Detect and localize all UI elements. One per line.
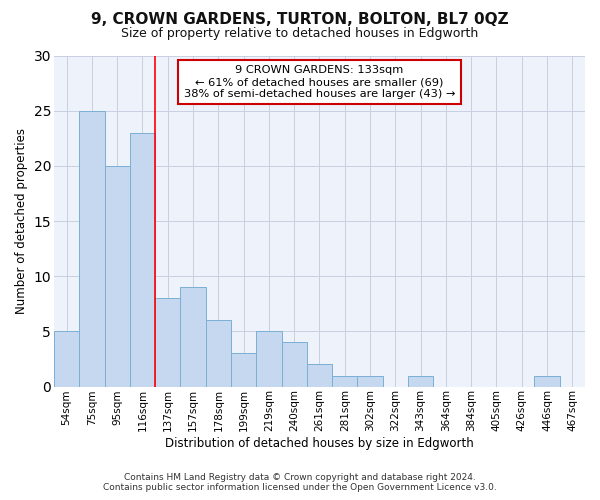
Bar <box>408 376 433 386</box>
Bar <box>358 376 383 386</box>
Bar <box>130 132 155 386</box>
Bar <box>332 376 358 386</box>
Bar <box>535 376 560 386</box>
Bar <box>104 166 130 386</box>
X-axis label: Distribution of detached houses by size in Edgworth: Distribution of detached houses by size … <box>165 437 474 450</box>
Bar <box>256 332 281 386</box>
Bar <box>181 287 206 386</box>
Bar <box>231 354 256 386</box>
Bar <box>206 320 231 386</box>
Bar <box>281 342 307 386</box>
Bar <box>79 110 104 386</box>
Bar <box>155 298 181 386</box>
Text: Contains HM Land Registry data © Crown copyright and database right 2024.
Contai: Contains HM Land Registry data © Crown c… <box>103 473 497 492</box>
Bar <box>307 364 332 386</box>
Text: Size of property relative to detached houses in Edgworth: Size of property relative to detached ho… <box>121 28 479 40</box>
Bar <box>54 332 79 386</box>
Text: 9, CROWN GARDENS, TURTON, BOLTON, BL7 0QZ: 9, CROWN GARDENS, TURTON, BOLTON, BL7 0Q… <box>91 12 509 28</box>
Text: 9 CROWN GARDENS: 133sqm
← 61% of detached houses are smaller (69)
38% of semi-de: 9 CROWN GARDENS: 133sqm ← 61% of detache… <box>184 66 455 98</box>
Y-axis label: Number of detached properties: Number of detached properties <box>15 128 28 314</box>
